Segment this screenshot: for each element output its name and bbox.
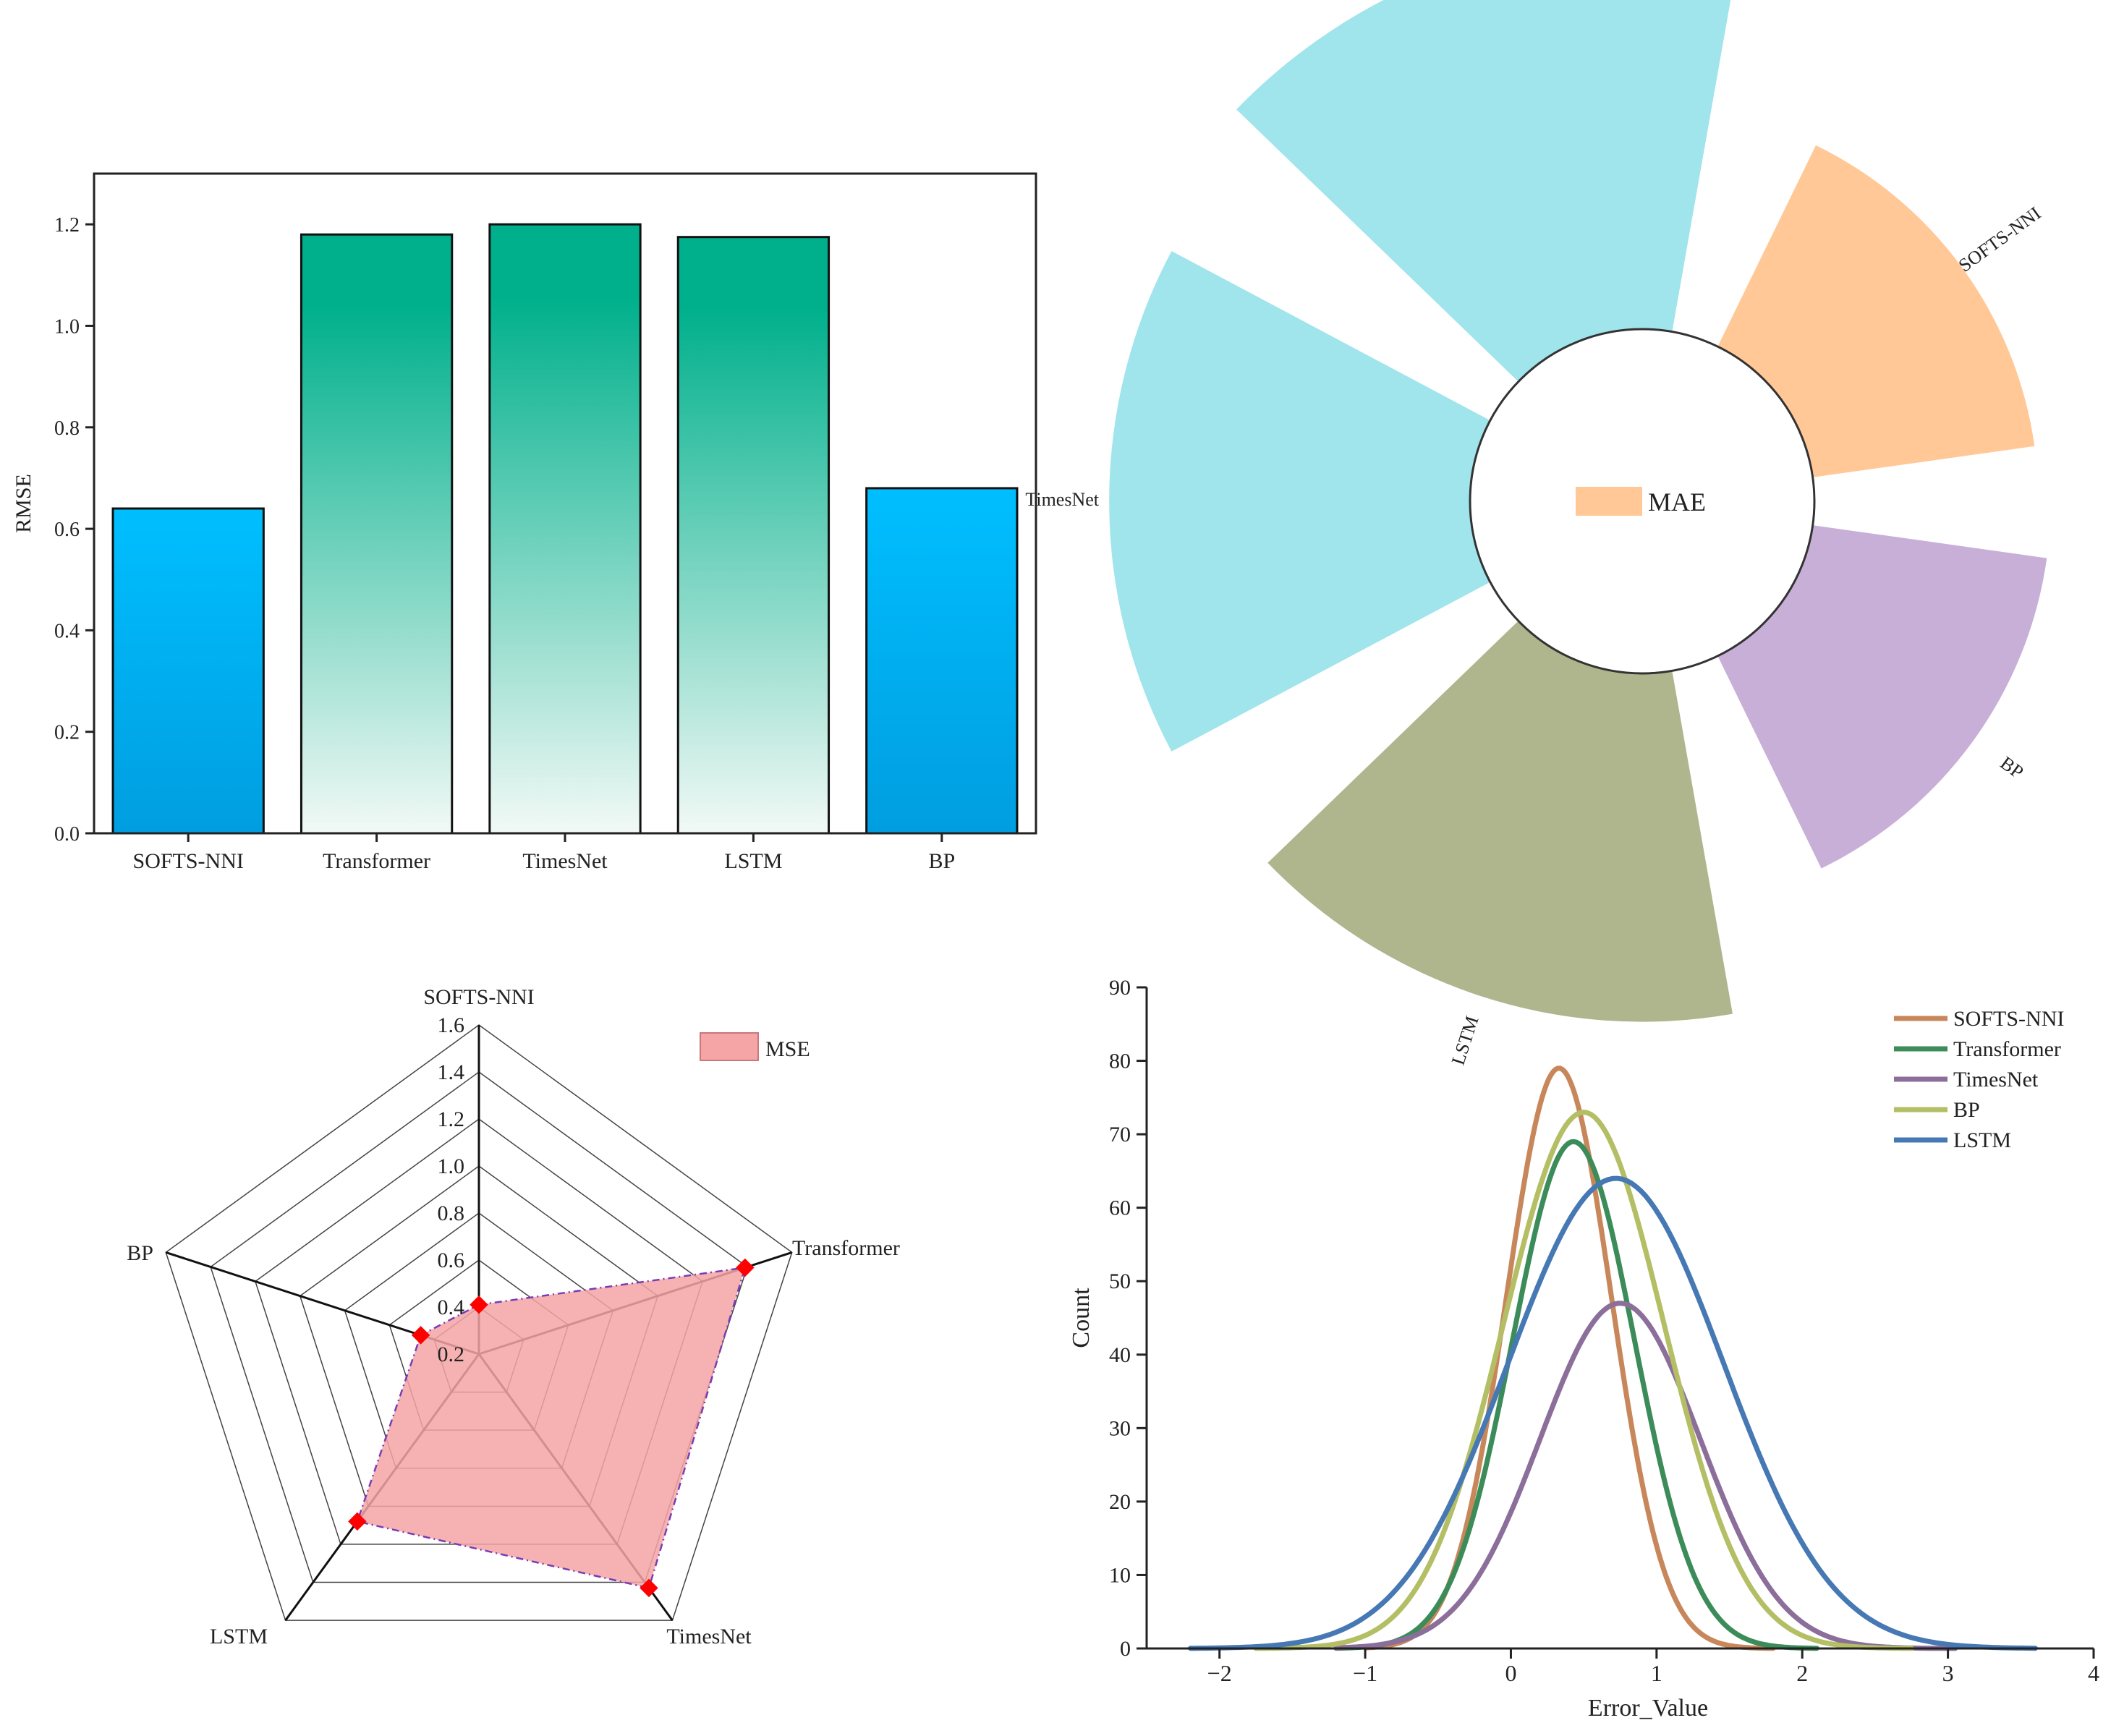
line-y-tick-label: 70 [1109, 1123, 1131, 1146]
line-series-timesnet [1333, 1301, 1958, 1651]
line-x-tick-label: 1 [1651, 1660, 1662, 1686]
radar-tick-label: 0.4 [438, 1295, 465, 1319]
bar-x-tick-label: Transformer [323, 849, 430, 873]
line-series-transformer [1333, 1139, 1819, 1651]
line-series-bp [1253, 1110, 1914, 1651]
line-y-tick-label: 80 [1109, 1050, 1131, 1073]
radar-axis-label-bp: BP [127, 1241, 153, 1265]
line-y-tick-label: 30 [1109, 1416, 1131, 1440]
radar-grid-ring [210, 1071, 748, 1583]
radar-tick-label: 0.8 [438, 1201, 465, 1225]
bar-x-tick-label: SOFTS-NNI [133, 849, 244, 873]
radar-axis-label-lstm: LSTM [210, 1625, 268, 1648]
radar-legend-swatch [700, 1032, 759, 1061]
radar-tick-label: 1.4 [438, 1060, 465, 1084]
legend-label-timesnet: TimesNet [1953, 1068, 2039, 1092]
bar-softs-nni [111, 507, 265, 835]
bar-y-tick-label: 0.4 [54, 620, 80, 642]
legend-label-bp: BP [1953, 1098, 1980, 1122]
radar-tick-label: 1.6 [438, 1013, 465, 1037]
mse-radar-chart: SOFTS-NNI Transformer TimesNet LSTM BP 0.2 0.… [127, 985, 900, 1648]
line-series-lstm [1187, 1175, 2038, 1651]
bar-x-tick-label: LSTM [724, 849, 782, 873]
line-x-axis-label: Error_Value [1588, 1695, 1708, 1722]
polar-legend-swatch [1576, 487, 1642, 516]
bar-x-tick-label: TimesNet [522, 849, 608, 873]
line-y-tick-label: 0 [1120, 1637, 1131, 1661]
line-y-axis-label: Count [1068, 1288, 1095, 1348]
line-series-softs-nni [1362, 1065, 1776, 1651]
radar-axis-label-transformer: Transformer [792, 1236, 900, 1260]
legend-label-transformer: Transformer [1953, 1037, 2061, 1061]
bar-lstm [676, 236, 831, 835]
polar-sector-lstm [1267, 621, 1733, 1022]
radar-tick-label: 1.0 [438, 1154, 465, 1178]
radar-grid-ring [165, 1024, 793, 1621]
bar-y-tick-label: 0.2 [54, 722, 80, 744]
radar-mse-area [356, 1266, 747, 1589]
mae-polar-chart: MAE SOFTS-NNIBPLSTMTimesNetTransformer [1025, 0, 2047, 1068]
bar-timesnet [488, 223, 642, 835]
radar-marker-transformer [736, 1258, 755, 1277]
bar-y-tick-label: 1.0 [54, 315, 80, 338]
bar-y-tick-label: 0.6 [54, 519, 80, 541]
line-y-tick-label: 60 [1109, 1196, 1131, 1220]
line-y-tick-label: 40 [1109, 1343, 1131, 1367]
bar-y-tick-label: 0.0 [54, 823, 80, 846]
polar-label-bp: BP [1997, 752, 2028, 783]
radar-axis-label-timesnet: TimesNet [666, 1625, 752, 1648]
line-y-tick-label: 90 [1109, 976, 1131, 1000]
polar-sector-transformer [1236, 0, 1731, 382]
bar-bp [865, 487, 1019, 835]
polar-label-timesnet: TimesNet [1025, 489, 1099, 510]
polar-legend-label: MAE [1648, 488, 1706, 516]
radar-legend-label: MSE [765, 1037, 810, 1061]
legend-label-lstm: LSTM [1953, 1128, 2011, 1152]
bar-y-tick-label: 0.8 [54, 417, 80, 440]
radar-tick-label: 1.2 [438, 1107, 465, 1131]
line-y-tick-label: 20 [1109, 1490, 1131, 1514]
polar-sector-bp [1717, 525, 2047, 869]
radar-tick-label: 0.6 [438, 1248, 465, 1272]
error-distribution-chart: −2 −1 0 1 2 3 4 0 10 20 30 40 50 60 70 80 90 SOFTS-NNI T… [1068, 976, 2099, 1722]
line-y-tick-label: 10 [1109, 1563, 1131, 1587]
line-x-tick-label: −2 [1207, 1660, 1232, 1686]
polar-label-lstm: LSTM [1448, 1013, 1483, 1068]
radar-tick-label: 0.2 [438, 1343, 465, 1366]
polar-label-softs-nni: SOFTS-NNI [1955, 203, 2045, 276]
bar-y-axis-label: RMSE [12, 474, 35, 533]
polar-sector-softs-nni [1717, 145, 2035, 477]
line-x-tick-label: 0 [1505, 1660, 1516, 1686]
line-x-tick-label: 3 [1942, 1660, 1954, 1686]
line-x-tick-label: 2 [1796, 1660, 1808, 1686]
line-x-tick-label: −1 [1353, 1660, 1377, 1686]
line-y-tick-label: 50 [1109, 1269, 1131, 1293]
legend-label-softs-nni: SOFTS-NNI [1953, 1007, 2064, 1031]
line-x-tick-label: 4 [2088, 1660, 2099, 1686]
radar-axis-label-softs-nni: SOFTS-NNI [423, 985, 534, 1009]
polar-sector-timesnet [1109, 251, 1490, 752]
bar-x-tick-label: BP [928, 849, 955, 873]
rmse-bar-chart: 0.0 0.2 0.4 0.6 0.8 1.0 1.2 SOFTS-NNI Transform… [12, 172, 1037, 873]
bar-y-tick-label: 1.2 [54, 214, 80, 237]
bar-transformer [300, 233, 454, 835]
